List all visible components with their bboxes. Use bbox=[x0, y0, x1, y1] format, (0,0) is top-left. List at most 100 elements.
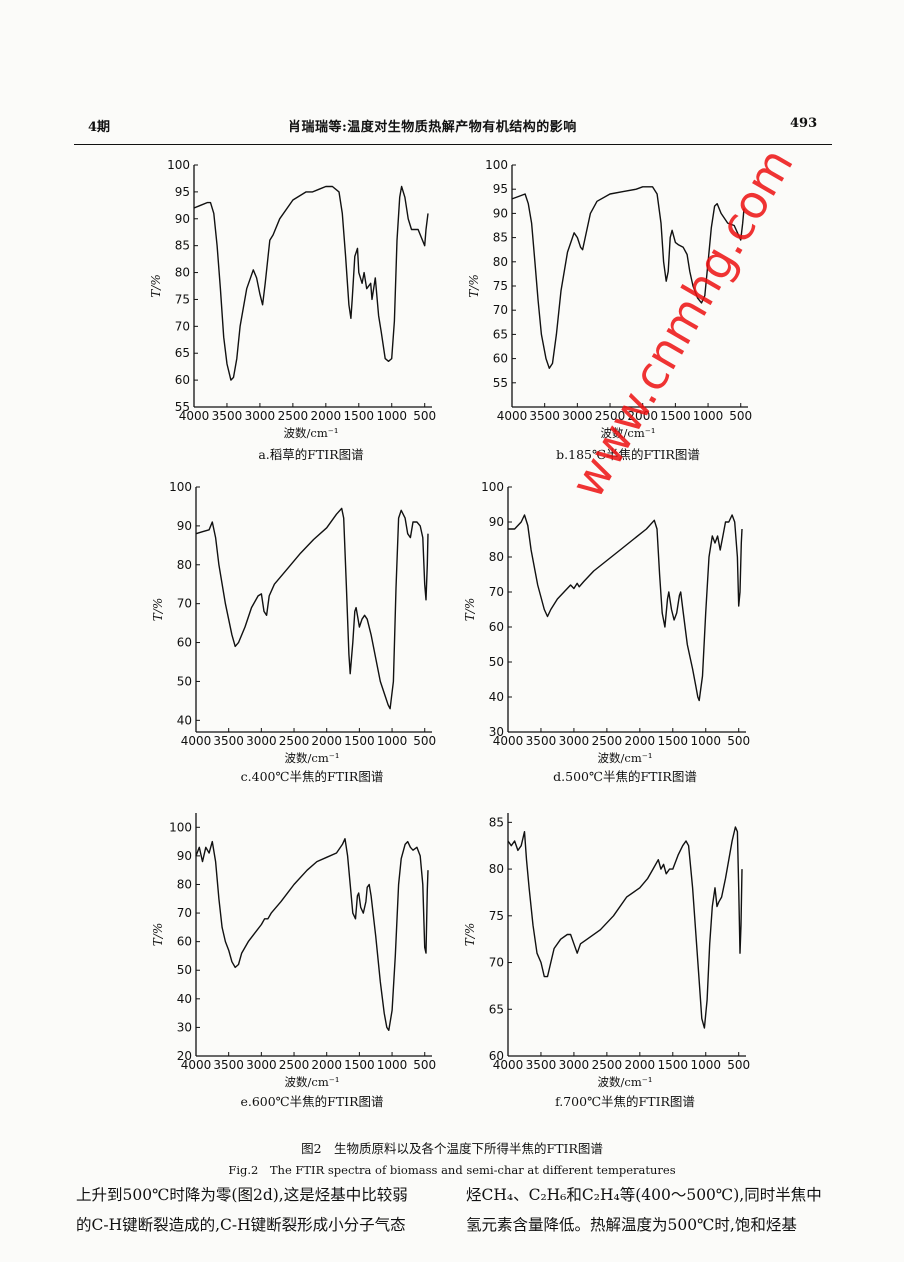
x-tick-label-b-2000: 2000 bbox=[627, 409, 658, 423]
x-tick-label-e-2500: 2500 bbox=[279, 1058, 310, 1072]
x-tick-label-f-500: 500 bbox=[727, 1058, 750, 1072]
y-tick-label-f-75: 75 bbox=[489, 909, 504, 923]
panel-caption-e: e.600℃半焦的FTIR图谱 bbox=[240, 1094, 383, 1109]
y-tick-label-b-80: 80 bbox=[493, 255, 508, 269]
y-tick-label-f-70: 70 bbox=[489, 956, 504, 970]
y-tick-label-e-20: 20 bbox=[177, 1049, 192, 1063]
x-axis-label-c: 波数/cm⁻¹ bbox=[285, 751, 340, 765]
y-tick-label-c-40: 40 bbox=[177, 713, 192, 727]
spectrum-line-b bbox=[511, 186, 745, 369]
y-tick-label-a-80: 80 bbox=[175, 266, 190, 280]
y-tick-label-f-60: 60 bbox=[489, 1049, 504, 1063]
panel-caption-f: f.700℃半焦的FTIR图谱 bbox=[555, 1094, 695, 1109]
spectrum-line-d bbox=[508, 514, 743, 702]
y-tick-label-b-95: 95 bbox=[493, 182, 508, 196]
figure-caption-en: Fig.2 The FTIR spectra of biomass and se… bbox=[228, 1163, 676, 1177]
y-tick-label-c-100: 100 bbox=[169, 480, 192, 494]
x-tick-label-b-1500: 1500 bbox=[660, 409, 691, 423]
y-tick-label-e-90: 90 bbox=[177, 849, 192, 863]
body-text-left-line-2: 的C-H键断裂造成的,C-H键断裂形成小分子气态 bbox=[76, 1216, 406, 1234]
x-tick-label-a-1000: 1000 bbox=[376, 409, 407, 423]
y-axis-label-b: T/% bbox=[467, 274, 481, 297]
x-tick-label-b-2500: 2500 bbox=[595, 409, 626, 423]
y-tick-label-d-50: 50 bbox=[489, 655, 504, 669]
spectrum-line-a bbox=[193, 185, 429, 381]
x-tick-label-a-4000: 4000 bbox=[179, 409, 210, 423]
y-tick-label-d-80: 80 bbox=[489, 550, 504, 564]
body-text-right-line-1: 烃CH₄、C₂H₆和C₂H₄等(400～500℃),同时半焦中 bbox=[466, 1186, 822, 1204]
y-tick-label-a-65: 65 bbox=[175, 346, 190, 360]
x-tick-label-b-3500: 3500 bbox=[529, 409, 560, 423]
spectrum-line-e bbox=[195, 838, 429, 1031]
y-tick-label-a-100: 100 bbox=[167, 158, 190, 172]
x-axis-label-b: 波数/cm⁻¹ bbox=[601, 426, 656, 440]
x-tick-label-a-2000: 2000 bbox=[311, 409, 342, 423]
y-tick-label-e-40: 40 bbox=[177, 992, 192, 1006]
issue-number: 4期 bbox=[88, 120, 111, 135]
y-tick-label-b-60: 60 bbox=[493, 352, 508, 366]
y-tick-label-a-90: 90 bbox=[175, 212, 190, 226]
y-tick-label-b-75: 75 bbox=[493, 279, 508, 293]
x-tick-label-f-3500: 3500 bbox=[526, 1058, 557, 1072]
body-text-left-line-1: 上升到500℃时降为零(图2d),这是烃基中比较弱 bbox=[76, 1186, 408, 1204]
x-tick-label-c-1000: 1000 bbox=[377, 734, 408, 748]
x-tick-label-e-3500: 3500 bbox=[213, 1058, 244, 1072]
y-tick-label-d-30: 30 bbox=[489, 725, 504, 739]
y-tick-label-e-100: 100 bbox=[169, 820, 192, 834]
x-tick-label-b-500: 500 bbox=[729, 409, 752, 423]
figure-caption-cn: 图2 生物质原料以及各个温度下所得半焦的FTIR图谱 bbox=[301, 1141, 603, 1156]
x-axis-label-a: 波数/cm⁻¹ bbox=[284, 426, 339, 440]
x-tick-label-d-2000: 2000 bbox=[625, 734, 656, 748]
y-tick-label-e-70: 70 bbox=[177, 906, 192, 920]
x-tick-label-d-4000: 4000 bbox=[493, 734, 524, 748]
x-tick-label-d-3500: 3500 bbox=[526, 734, 557, 748]
x-tick-label-c-3500: 3500 bbox=[213, 734, 244, 748]
x-tick-label-f-3000: 3000 bbox=[559, 1058, 590, 1072]
x-tick-label-f-4000: 4000 bbox=[493, 1058, 524, 1072]
x-tick-label-e-3000: 3000 bbox=[246, 1058, 277, 1072]
x-tick-label-e-2000: 2000 bbox=[311, 1058, 342, 1072]
panel-caption-d: d.500℃半焦的FTIR图谱 bbox=[553, 769, 697, 784]
y-tick-label-e-80: 80 bbox=[177, 877, 192, 891]
x-tick-label-a-1500: 1500 bbox=[344, 409, 375, 423]
x-tick-label-f-1500: 1500 bbox=[658, 1058, 689, 1072]
x-tick-label-e-4000: 4000 bbox=[181, 1058, 212, 1072]
x-tick-label-a-3000: 3000 bbox=[245, 409, 276, 423]
y-tick-label-c-50: 50 bbox=[177, 674, 192, 688]
y-tick-label-f-80: 80 bbox=[489, 862, 504, 876]
y-tick-label-d-40: 40 bbox=[489, 690, 504, 704]
running-header-title: 肖瑞瑞等:温度对生物质热解产物有机结构的影响 bbox=[288, 120, 577, 135]
y-tick-label-a-75: 75 bbox=[175, 292, 190, 306]
x-tick-label-b-4000: 4000 bbox=[497, 409, 528, 423]
x-tick-label-e-1000: 1000 bbox=[377, 1058, 408, 1072]
x-tick-label-c-2500: 2500 bbox=[279, 734, 310, 748]
spectrum-line-f bbox=[507, 826, 743, 1029]
x-tick-label-c-1500: 1500 bbox=[344, 734, 375, 748]
y-tick-label-b-100: 100 bbox=[485, 158, 508, 172]
x-tick-label-f-2500: 2500 bbox=[592, 1058, 623, 1072]
y-tick-label-d-90: 90 bbox=[489, 515, 504, 529]
x-tick-label-c-3000: 3000 bbox=[246, 734, 277, 748]
panel-caption-b: b.185℃半焦的FTIR图谱 bbox=[556, 447, 700, 462]
x-tick-label-f-2000: 2000 bbox=[625, 1058, 656, 1072]
y-axis-label-c: T/% bbox=[151, 598, 165, 621]
y-axis-label-d: T/% bbox=[463, 598, 477, 621]
y-tick-label-f-65: 65 bbox=[489, 1002, 504, 1016]
x-tick-label-d-2500: 2500 bbox=[592, 734, 623, 748]
x-tick-label-c-500: 500 bbox=[413, 734, 436, 748]
y-axis-label-a: T/% bbox=[149, 274, 163, 297]
x-tick-label-d-1500: 1500 bbox=[658, 734, 689, 748]
header-rule bbox=[74, 144, 832, 145]
y-tick-label-c-80: 80 bbox=[177, 558, 192, 572]
x-tick-label-a-3500: 3500 bbox=[212, 409, 243, 423]
x-tick-label-c-2000: 2000 bbox=[311, 734, 342, 748]
y-tick-label-b-90: 90 bbox=[493, 206, 508, 220]
y-tick-label-a-85: 85 bbox=[175, 239, 190, 253]
y-tick-label-a-55: 55 bbox=[175, 400, 190, 414]
body-text-right-line-2: 氢元素含量降低。热解温度为500℃时,饱和烃基 bbox=[466, 1216, 797, 1234]
y-tick-label-d-100: 100 bbox=[481, 480, 504, 494]
y-tick-label-d-60: 60 bbox=[489, 620, 504, 634]
x-tick-label-d-1000: 1000 bbox=[690, 734, 721, 748]
y-axis-label-e: T/% bbox=[151, 923, 165, 946]
